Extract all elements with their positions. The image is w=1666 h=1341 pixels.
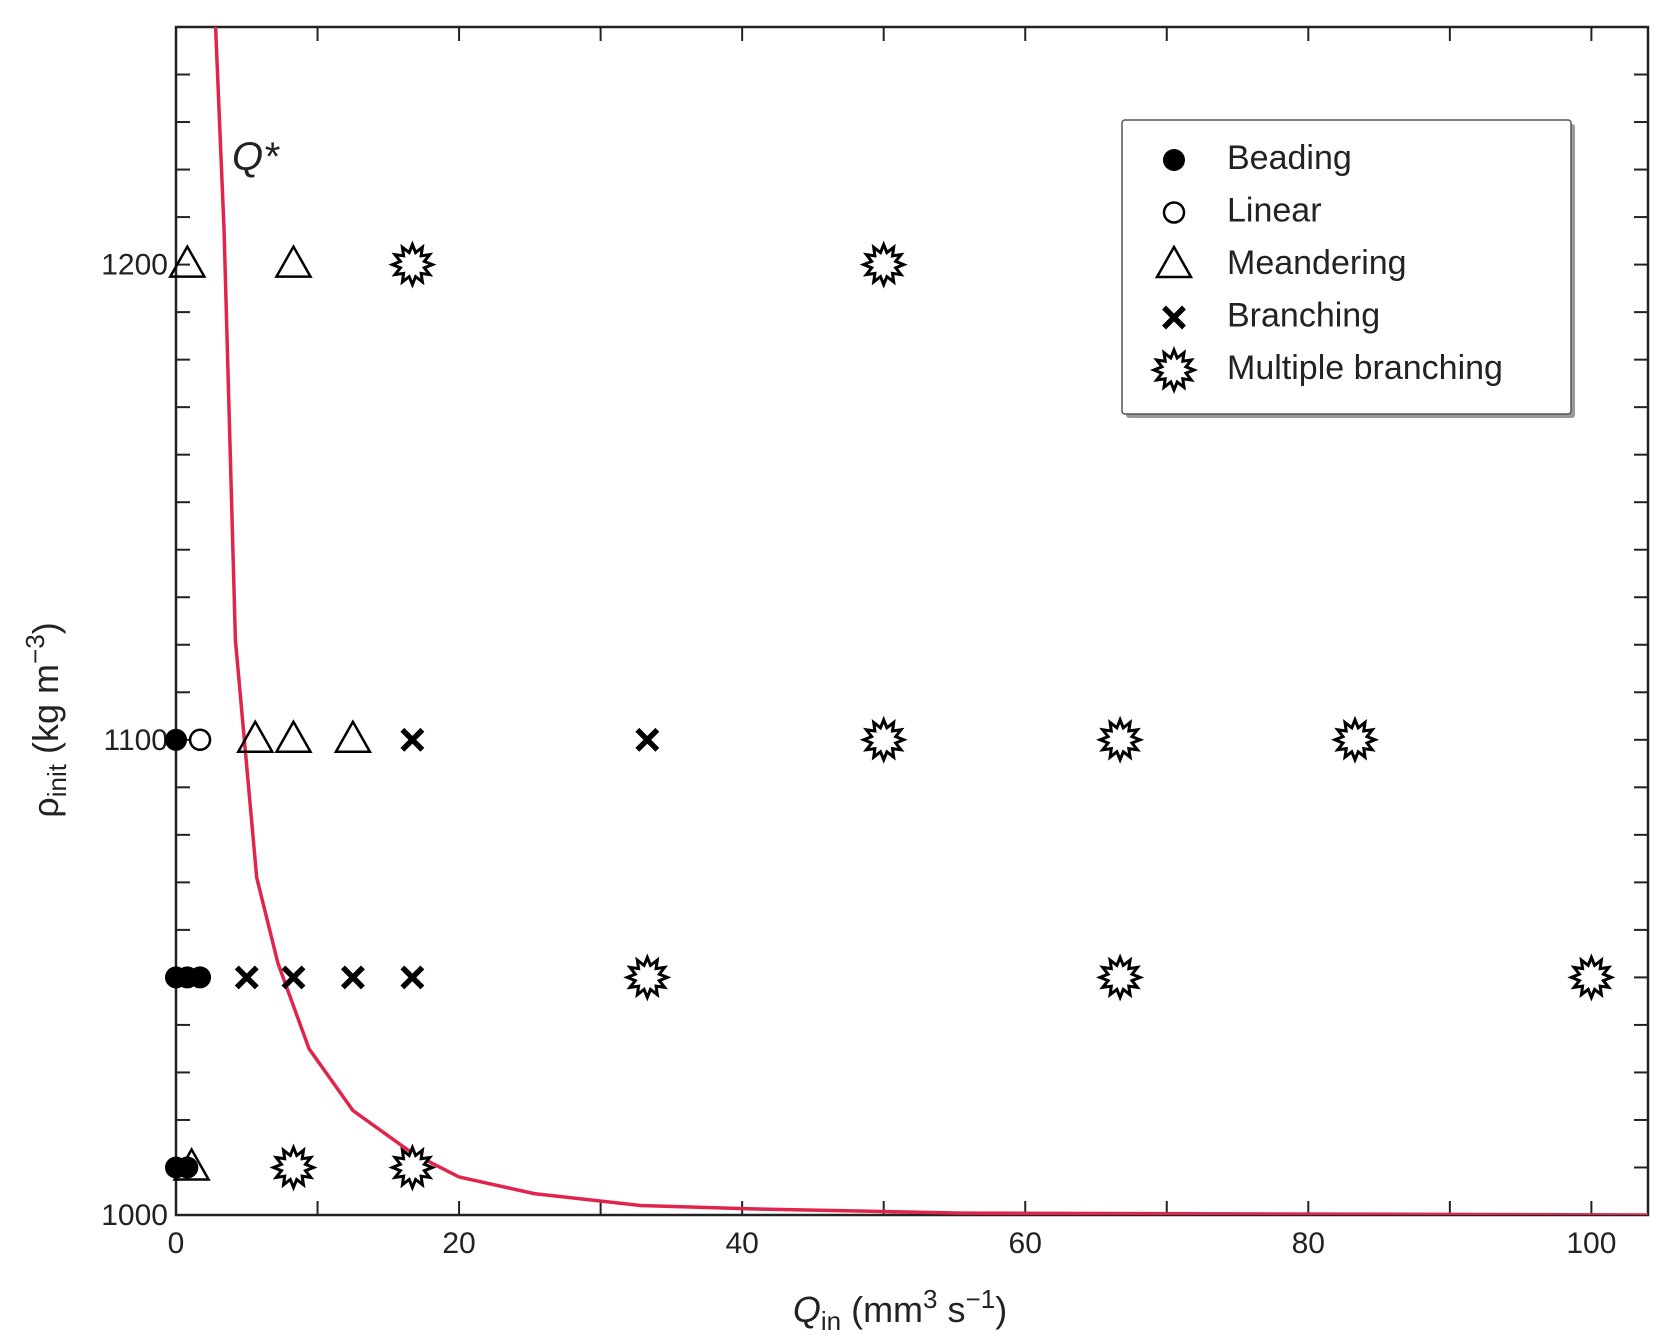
legend-label: Linear xyxy=(1227,191,1322,229)
marker xyxy=(859,240,908,289)
marker xyxy=(236,719,275,754)
x-label-part: (mm xyxy=(841,1289,923,1330)
marker xyxy=(1567,953,1616,1002)
marker xyxy=(1163,149,1185,171)
annotation: Q* xyxy=(232,135,280,179)
x-label-part: s xyxy=(938,1289,966,1330)
y-label-part: ρ xyxy=(25,797,66,817)
marker xyxy=(1154,244,1194,279)
marker xyxy=(340,965,365,990)
x-tick-label: 60 xyxy=(1009,1227,1042,1260)
marker xyxy=(1330,715,1380,764)
marker xyxy=(1162,305,1186,330)
marker xyxy=(859,715,908,764)
y-label-part: (kg m xyxy=(25,664,66,764)
marker xyxy=(333,719,373,754)
marker xyxy=(269,1143,318,1192)
x-tick-label: 0 xyxy=(168,1227,185,1260)
x-tick-label: 40 xyxy=(725,1227,758,1260)
marker xyxy=(168,244,207,278)
marker xyxy=(281,965,306,990)
x-label-part: Q xyxy=(793,1289,821,1330)
y-tick-label: 1000 xyxy=(101,1199,168,1232)
y-tick-label: 1100 xyxy=(103,724,168,757)
x-label-part: 3 xyxy=(923,1284,937,1314)
marker xyxy=(623,953,672,1002)
marker xyxy=(176,1156,199,1179)
x-tick-label: 80 xyxy=(1292,1227,1325,1260)
marker xyxy=(1149,345,1199,395)
marker xyxy=(274,719,313,754)
marker xyxy=(388,1143,437,1192)
x-axis-label: Qin (mm3 s−1) xyxy=(793,1284,1007,1336)
y-tick-label: 1200 xyxy=(101,249,168,282)
x-label-part: −1 xyxy=(966,1284,996,1314)
marker xyxy=(1162,201,1186,224)
y-label-part: −3 xyxy=(20,634,50,664)
marker xyxy=(635,727,660,752)
y-label-part: ) xyxy=(25,622,66,634)
q-star-curve xyxy=(213,27,1648,1215)
plot-frame xyxy=(174,25,1650,1217)
legend-label: Branching xyxy=(1227,296,1380,334)
y-axis-label: ρinit (kg m−3) xyxy=(20,622,72,817)
marker xyxy=(388,240,437,289)
marker xyxy=(274,244,313,278)
marker xyxy=(234,965,259,990)
marker xyxy=(400,727,425,752)
legend-box xyxy=(1121,119,1572,415)
x-label-part: ) xyxy=(995,1289,1007,1330)
marker xyxy=(400,965,425,990)
marker xyxy=(1096,953,1145,1002)
x-tick-label: 20 xyxy=(442,1227,475,1260)
marker xyxy=(189,966,212,989)
marker xyxy=(1096,715,1145,764)
y-label-part: init xyxy=(42,763,72,797)
marker xyxy=(172,1146,211,1181)
x-tick-label: 100 xyxy=(1566,1227,1616,1260)
marker xyxy=(188,728,212,752)
legend-label: Meandering xyxy=(1227,244,1407,282)
x-label-part: in xyxy=(821,1306,841,1336)
legend-label: Multiple branching xyxy=(1227,349,1503,387)
legend-label: Beading xyxy=(1227,139,1352,177)
marker xyxy=(165,728,187,751)
